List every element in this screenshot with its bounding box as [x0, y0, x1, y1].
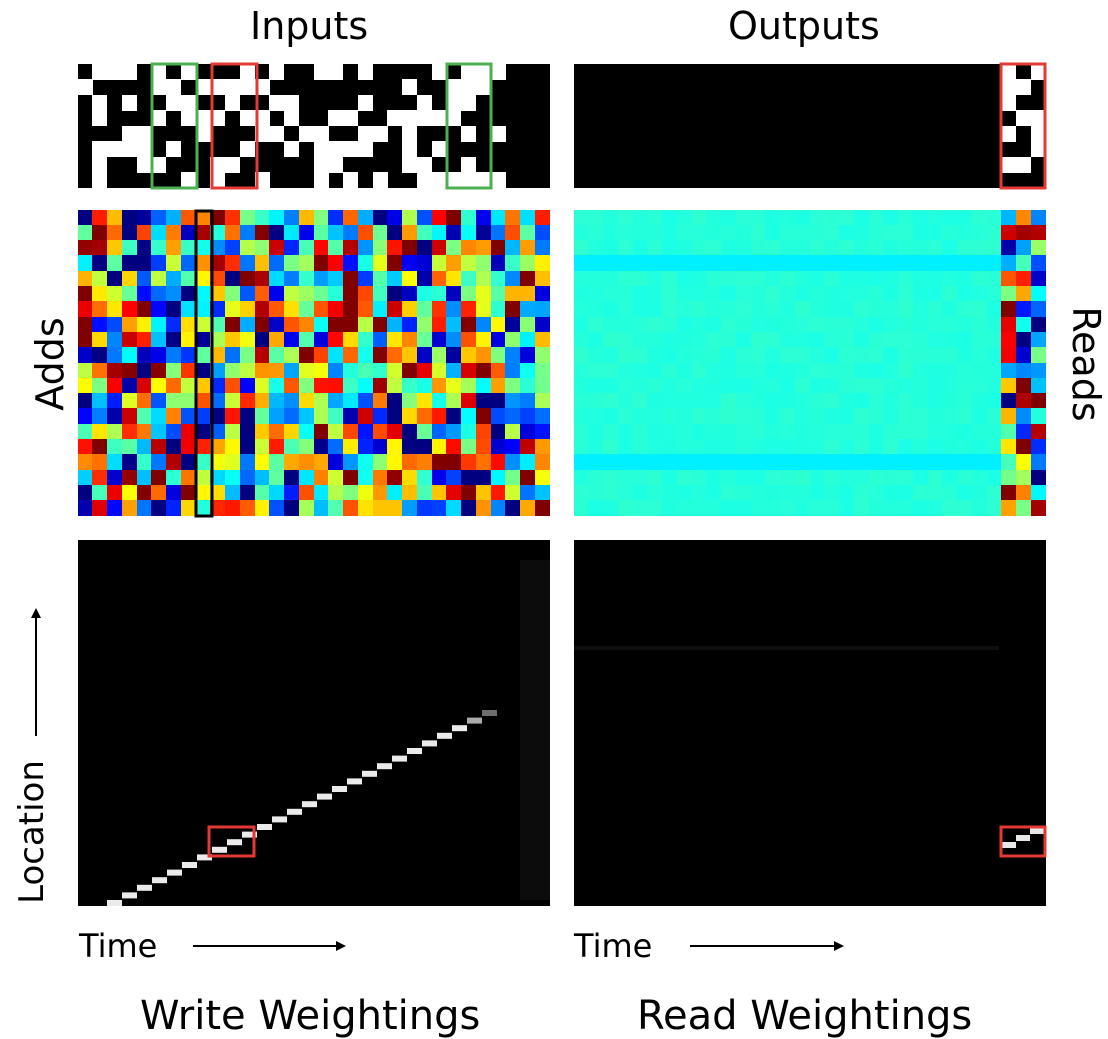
inputs-heatmap	[78, 64, 550, 188]
outputs-heatmap	[574, 64, 1046, 188]
inputs-title: Inputs	[250, 4, 369, 48]
reads-label: Reads	[1064, 306, 1108, 422]
time-label-right: Time	[574, 927, 653, 965]
location-label: Location	[12, 760, 52, 904]
reads-heatmap	[574, 210, 1046, 516]
reads-panel	[574, 210, 1046, 516]
read-weightings-panel	[574, 540, 1046, 906]
read-weightings-title: Read Weightings	[637, 993, 973, 1039]
adds-label: Adds	[28, 317, 72, 411]
adds-heatmap	[78, 210, 550, 516]
inputs-panel	[78, 64, 550, 188]
write-weightings-panel	[78, 540, 550, 906]
write-weightings-title: Write Weightings	[140, 993, 481, 1039]
adds-panel	[78, 210, 550, 516]
outputs-panel	[574, 64, 1046, 188]
outputs-title: Outputs	[728, 4, 880, 48]
write-weightings-heatmap	[78, 540, 550, 906]
read-weightings-heatmap	[574, 540, 1046, 906]
time-label-left: Time	[79, 927, 158, 965]
